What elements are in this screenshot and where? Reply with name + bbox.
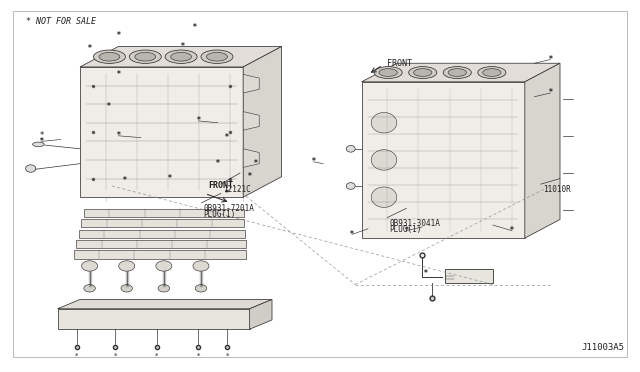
- Polygon shape: [243, 74, 259, 93]
- Text: *: *: [350, 230, 354, 239]
- Ellipse shape: [207, 52, 227, 61]
- Ellipse shape: [84, 285, 95, 292]
- Text: *: *: [113, 352, 117, 358]
- Text: *: *: [254, 159, 258, 168]
- Polygon shape: [84, 209, 244, 217]
- Text: *: *: [510, 226, 514, 235]
- Bar: [445, 269, 493, 283]
- Text: *: *: [155, 352, 159, 358]
- Ellipse shape: [193, 261, 209, 271]
- Text: 11010R: 11010R: [543, 185, 570, 194]
- Ellipse shape: [371, 112, 397, 133]
- Text: *: *: [225, 133, 229, 142]
- Ellipse shape: [346, 183, 355, 189]
- Ellipse shape: [374, 67, 402, 78]
- Text: 12121C: 12121C: [223, 185, 250, 194]
- Text: FRONT: FRONT: [208, 182, 233, 190]
- Polygon shape: [74, 250, 246, 259]
- Ellipse shape: [413, 69, 432, 76]
- Ellipse shape: [156, 261, 172, 271]
- Text: *: *: [107, 102, 111, 110]
- Text: FRONT: FRONT: [387, 60, 412, 68]
- Polygon shape: [362, 82, 525, 238]
- Text: *: *: [75, 352, 79, 358]
- Text: *: *: [193, 23, 197, 32]
- Polygon shape: [58, 299, 272, 309]
- Ellipse shape: [99, 52, 120, 61]
- Text: *: *: [196, 352, 200, 358]
- Ellipse shape: [158, 285, 170, 292]
- Polygon shape: [243, 46, 282, 197]
- Ellipse shape: [135, 52, 156, 61]
- Ellipse shape: [129, 50, 161, 64]
- Polygon shape: [58, 309, 250, 329]
- Polygon shape: [243, 149, 259, 167]
- Text: *: *: [116, 31, 120, 40]
- Text: *: *: [548, 55, 552, 64]
- Ellipse shape: [171, 52, 191, 61]
- Text: *: *: [88, 44, 92, 53]
- Polygon shape: [525, 63, 560, 238]
- Text: *: *: [116, 70, 120, 79]
- Ellipse shape: [443, 67, 471, 78]
- Text: PLUG(1): PLUG(1): [389, 225, 422, 234]
- Ellipse shape: [121, 285, 132, 292]
- Polygon shape: [80, 67, 243, 197]
- Text: *: *: [216, 159, 220, 168]
- Polygon shape: [76, 240, 246, 248]
- Text: *: *: [40, 137, 44, 146]
- Ellipse shape: [119, 261, 135, 271]
- Ellipse shape: [93, 50, 125, 64]
- Ellipse shape: [26, 165, 36, 172]
- Text: *: *: [404, 226, 408, 235]
- Polygon shape: [362, 63, 560, 82]
- Ellipse shape: [82, 261, 98, 271]
- Text: J11003A5: J11003A5: [581, 343, 624, 352]
- Polygon shape: [81, 219, 244, 227]
- Text: *: *: [312, 157, 316, 166]
- Text: *: *: [40, 131, 44, 140]
- Ellipse shape: [371, 150, 397, 170]
- Polygon shape: [243, 112, 259, 130]
- Text: *: *: [116, 131, 120, 140]
- Ellipse shape: [483, 69, 501, 76]
- Text: *: *: [168, 174, 172, 183]
- Text: *: *: [248, 172, 252, 181]
- Ellipse shape: [448, 69, 467, 76]
- Ellipse shape: [409, 67, 436, 78]
- Text: * NOT FOR SALE: * NOT FOR SALE: [26, 17, 95, 26]
- Ellipse shape: [346, 145, 355, 152]
- Ellipse shape: [165, 50, 197, 64]
- Ellipse shape: [195, 285, 207, 292]
- Text: *: *: [180, 42, 184, 51]
- Ellipse shape: [33, 142, 44, 147]
- Text: 0B931-3041A: 0B931-3041A: [389, 219, 440, 228]
- Ellipse shape: [477, 67, 506, 78]
- Text: *: *: [424, 269, 428, 278]
- Polygon shape: [79, 230, 245, 238]
- Ellipse shape: [371, 187, 397, 207]
- Text: PLUG(1): PLUG(1): [204, 210, 236, 219]
- Ellipse shape: [379, 69, 397, 76]
- Text: *: *: [196, 116, 200, 125]
- Text: *: *: [548, 89, 552, 97]
- Polygon shape: [80, 46, 282, 67]
- Text: *: *: [225, 352, 229, 358]
- Text: *: *: [123, 176, 127, 185]
- Text: 0B931-7201A: 0B931-7201A: [204, 204, 254, 213]
- Ellipse shape: [201, 50, 233, 64]
- Text: *: *: [225, 189, 229, 198]
- Polygon shape: [250, 299, 272, 329]
